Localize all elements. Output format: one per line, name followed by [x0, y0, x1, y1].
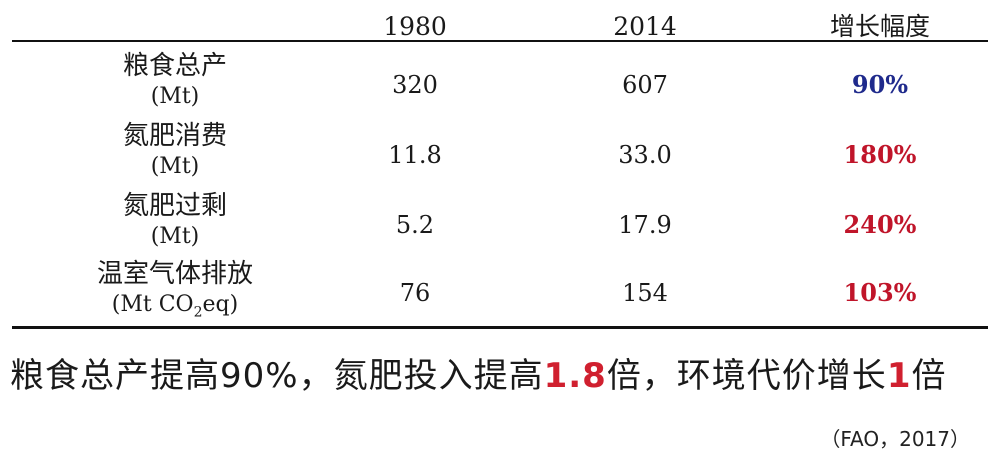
table-row: 温室气体排放 (Mt CO2eq) 76 154 103% [0, 258, 1004, 328]
unit-suffix: eq) [202, 292, 239, 317]
row-label: 氮肥过剩 (Mt) [60, 190, 290, 252]
row-label-name: 氮肥过剩 [122, 191, 227, 221]
cell-1980: 320 [392, 71, 438, 99]
header-growth: 增长幅度 [829, 12, 930, 41]
unit-subscript: 2 [193, 304, 203, 321]
row-label-name: 粮食总产 [122, 51, 227, 81]
cell-growth: 103% [843, 278, 917, 307]
row-label-unit: (Mt CO2eq) [60, 290, 290, 327]
cell-2014: 17.9 [618, 211, 672, 239]
cell-growth: 90% [851, 70, 909, 99]
summary-highlight: 1 [886, 356, 912, 396]
row-label: 氮肥消费 (Mt) [60, 120, 290, 182]
bottom-rule [12, 326, 988, 329]
row-label: 粮食总产 (Mt) [60, 50, 290, 112]
cell-2014: 607 [622, 71, 668, 99]
summary-text: 粮食总产提高90%，氮肥投入提高 [10, 356, 544, 396]
cell-growth: 180% [843, 140, 917, 169]
top-rule [12, 40, 988, 42]
row-label-name: 温室气体排放 [96, 259, 253, 289]
cell-1980: 76 [399, 279, 431, 307]
row-label-unit: (Mt) [150, 224, 200, 249]
summary-text: 倍 [911, 356, 947, 396]
cell-2014: 154 [622, 279, 668, 307]
summary-text: 倍，环境代价增长 [606, 356, 887, 396]
table-row: 粮食总产 (Mt) 320 607 90% [0, 50, 1004, 120]
header-1980: 1980 [383, 12, 447, 41]
cell-1980: 5.2 [395, 211, 435, 239]
cell-growth: 240% [843, 210, 917, 239]
table-row: 氮肥过剩 (Mt) 5.2 17.9 240% [0, 190, 1004, 260]
row-label-unit: (Mt) [150, 154, 200, 179]
row-label-name: 氮肥消费 [122, 121, 227, 151]
table-row: 氮肥消费 (Mt) 11.8 33.0 180% [0, 120, 1004, 190]
row-label: 温室气体排放 (Mt CO2eq) [60, 258, 290, 327]
cell-1980: 11.8 [388, 141, 442, 169]
header-2014: 2014 [613, 12, 677, 41]
row-label-unit: (Mt) [150, 84, 200, 109]
citation: （FAO，2017） [820, 427, 970, 451]
unit-prefix: (Mt CO [111, 292, 194, 317]
summary-sentence: 粮食总产提高90%，氮肥投入提高1.8倍，环境代价增长1倍 [10, 346, 1000, 406]
summary-highlight: 1.8 [543, 356, 607, 396]
cell-2014: 33.0 [618, 141, 672, 169]
